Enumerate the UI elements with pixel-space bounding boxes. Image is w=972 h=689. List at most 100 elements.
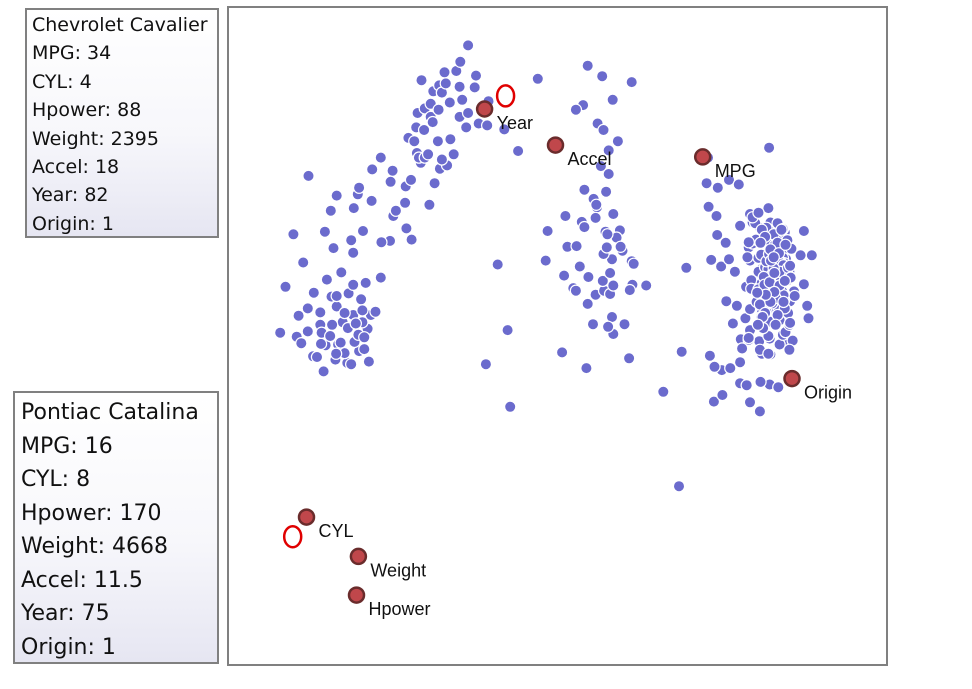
data-point[interactable] xyxy=(797,224,811,238)
data-point[interactable] xyxy=(599,185,613,198)
data-point[interactable] xyxy=(589,211,602,225)
data-point[interactable] xyxy=(627,257,640,270)
data-point[interactable] xyxy=(421,148,435,161)
data-point[interactable] xyxy=(607,279,620,292)
data-point[interactable] xyxy=(324,204,337,217)
data-point[interactable] xyxy=(703,349,717,362)
data-point[interactable] xyxy=(461,106,475,120)
data-point[interactable] xyxy=(498,123,511,136)
data-point[interactable] xyxy=(708,360,721,373)
data-point[interactable] xyxy=(479,358,493,371)
data-point[interactable] xyxy=(754,236,767,249)
data-point[interactable] xyxy=(767,251,780,264)
data-point[interactable] xyxy=(354,293,368,306)
data-point[interactable] xyxy=(762,201,775,215)
data-point[interactable] xyxy=(711,228,724,242)
data-point[interactable] xyxy=(314,337,328,351)
attribute-point-hpower[interactable] xyxy=(347,586,366,604)
data-point[interactable] xyxy=(408,134,421,148)
data-point[interactable] xyxy=(675,345,688,358)
data-point[interactable] xyxy=(375,235,388,249)
data-point[interactable] xyxy=(596,274,610,288)
data-point[interactable] xyxy=(555,346,569,359)
data-point[interactable] xyxy=(400,222,413,235)
data-point[interactable] xyxy=(469,69,483,82)
data-point[interactable] xyxy=(431,134,445,148)
data-point[interactable] xyxy=(719,236,732,249)
data-point[interactable] xyxy=(707,395,721,408)
data-point[interactable] xyxy=(614,240,627,253)
data-point[interactable] xyxy=(358,342,371,356)
data-point[interactable] xyxy=(329,347,343,360)
data-point[interactable] xyxy=(732,178,746,191)
data-point[interactable] xyxy=(362,355,376,368)
data-point[interactable] xyxy=(347,246,360,259)
data-point[interactable] xyxy=(752,206,765,219)
data-point[interactable] xyxy=(447,148,460,161)
data-point[interactable] xyxy=(374,151,387,164)
data-point[interactable] xyxy=(330,189,343,202)
data-point[interactable] xyxy=(702,200,715,213)
data-point[interactable] xyxy=(359,276,372,290)
data-point[interactable] xyxy=(578,220,591,234)
data-point[interactable] xyxy=(443,96,456,109)
data-point[interactable] xyxy=(581,297,594,311)
data-point[interactable] xyxy=(335,266,348,279)
data-point[interactable] xyxy=(741,251,754,264)
data-point[interactable] xyxy=(597,123,610,137)
data-point[interactable] xyxy=(722,253,736,266)
data-point[interactable] xyxy=(578,183,591,196)
data-point[interactable] xyxy=(320,273,334,286)
data-point[interactable] xyxy=(297,256,310,269)
data-point[interactable] xyxy=(426,115,439,129)
data-point[interactable] xyxy=(307,286,320,299)
data-point[interactable] xyxy=(559,209,572,223)
data-point[interactable] xyxy=(751,286,764,299)
data-point[interactable] xyxy=(491,258,504,271)
data-point[interactable] xyxy=(625,75,638,89)
data-point[interactable] xyxy=(317,365,330,378)
data-point[interactable] xyxy=(454,55,467,69)
data-point[interactable] xyxy=(680,261,693,274)
data-point[interactable] xyxy=(618,318,631,331)
data-point[interactable] xyxy=(461,39,475,52)
attribute-point-mpg[interactable] xyxy=(693,148,712,166)
data-point[interactable] xyxy=(325,318,339,331)
data-point[interactable] xyxy=(347,201,360,215)
data-point[interactable] xyxy=(797,278,811,291)
data-point[interactable] xyxy=(539,254,552,267)
data-point[interactable] xyxy=(369,305,382,318)
data-point[interactable] xyxy=(779,238,792,251)
data-point[interactable] xyxy=(504,400,517,413)
attribute-point-origin[interactable] xyxy=(783,369,801,388)
data-point[interactable] xyxy=(762,141,776,154)
data-point[interactable] xyxy=(389,204,403,217)
data-point[interactable] xyxy=(287,228,300,241)
data-point[interactable] xyxy=(672,480,686,493)
data-point[interactable] xyxy=(356,224,370,238)
data-point[interactable] xyxy=(607,207,620,221)
attribute-point-cyl[interactable] xyxy=(297,508,316,526)
data-point[interactable] xyxy=(501,323,514,337)
data-point[interactable] xyxy=(581,59,594,72)
data-point[interactable] xyxy=(347,278,360,291)
selected-point-ring[interactable] xyxy=(282,524,303,549)
data-point[interactable] xyxy=(352,181,366,194)
data-point[interactable] xyxy=(794,249,807,262)
data-point[interactable] xyxy=(481,119,494,132)
data-point[interactable] xyxy=(590,198,603,211)
attribute-point-year[interactable] xyxy=(475,100,494,118)
data-point[interactable] xyxy=(606,93,619,107)
data-point[interactable] xyxy=(327,241,340,255)
data-point[interactable] xyxy=(711,181,725,194)
data-point[interactable] xyxy=(444,132,457,146)
data-point[interactable] xyxy=(279,280,292,293)
data-point[interactable] xyxy=(531,72,545,86)
data-point[interactable] xyxy=(602,167,615,181)
data-point[interactable] xyxy=(415,73,428,87)
data-point[interactable] xyxy=(330,289,343,303)
data-point[interactable] xyxy=(541,224,554,238)
data-point[interactable] xyxy=(802,312,815,325)
data-point[interactable] xyxy=(700,176,713,190)
data-point[interactable] xyxy=(724,361,737,375)
